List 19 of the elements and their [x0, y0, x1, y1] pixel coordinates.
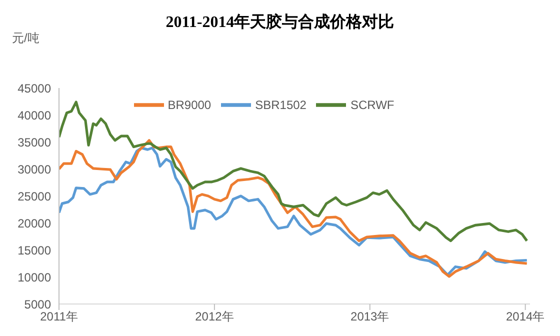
chart-title: 2011-2014年天胶与合成价格对比 [166, 14, 394, 31]
x-tick-label: 2013年 [350, 310, 390, 324]
x-tick-label: 2011年 [40, 310, 78, 324]
y-axis-title: 元/吨 [12, 30, 40, 47]
y-tick-label: 30000 [18, 162, 52, 176]
y-tick-label: 35000 [18, 135, 52, 150]
y-tick-label: 40000 [18, 108, 52, 122]
y-tick-label: 20000 [18, 216, 52, 230]
line-series [59, 100, 528, 242]
legend-label: BR9000 [168, 98, 212, 112]
x-tick-label: 2012年 [195, 310, 234, 324]
y-tick-label: 15000 [18, 243, 52, 258]
legend-label: SBR1502 [255, 98, 306, 112]
y-tick-label: 5000 [24, 297, 52, 312]
y-tick-label: 25000 [18, 189, 52, 204]
x-tick-label: 2014年 [506, 310, 545, 324]
y-tick-label: 10000 [18, 270, 52, 284]
y-tick-label: 45000 [18, 81, 52, 96]
legend-label: SCRWF [350, 98, 394, 112]
